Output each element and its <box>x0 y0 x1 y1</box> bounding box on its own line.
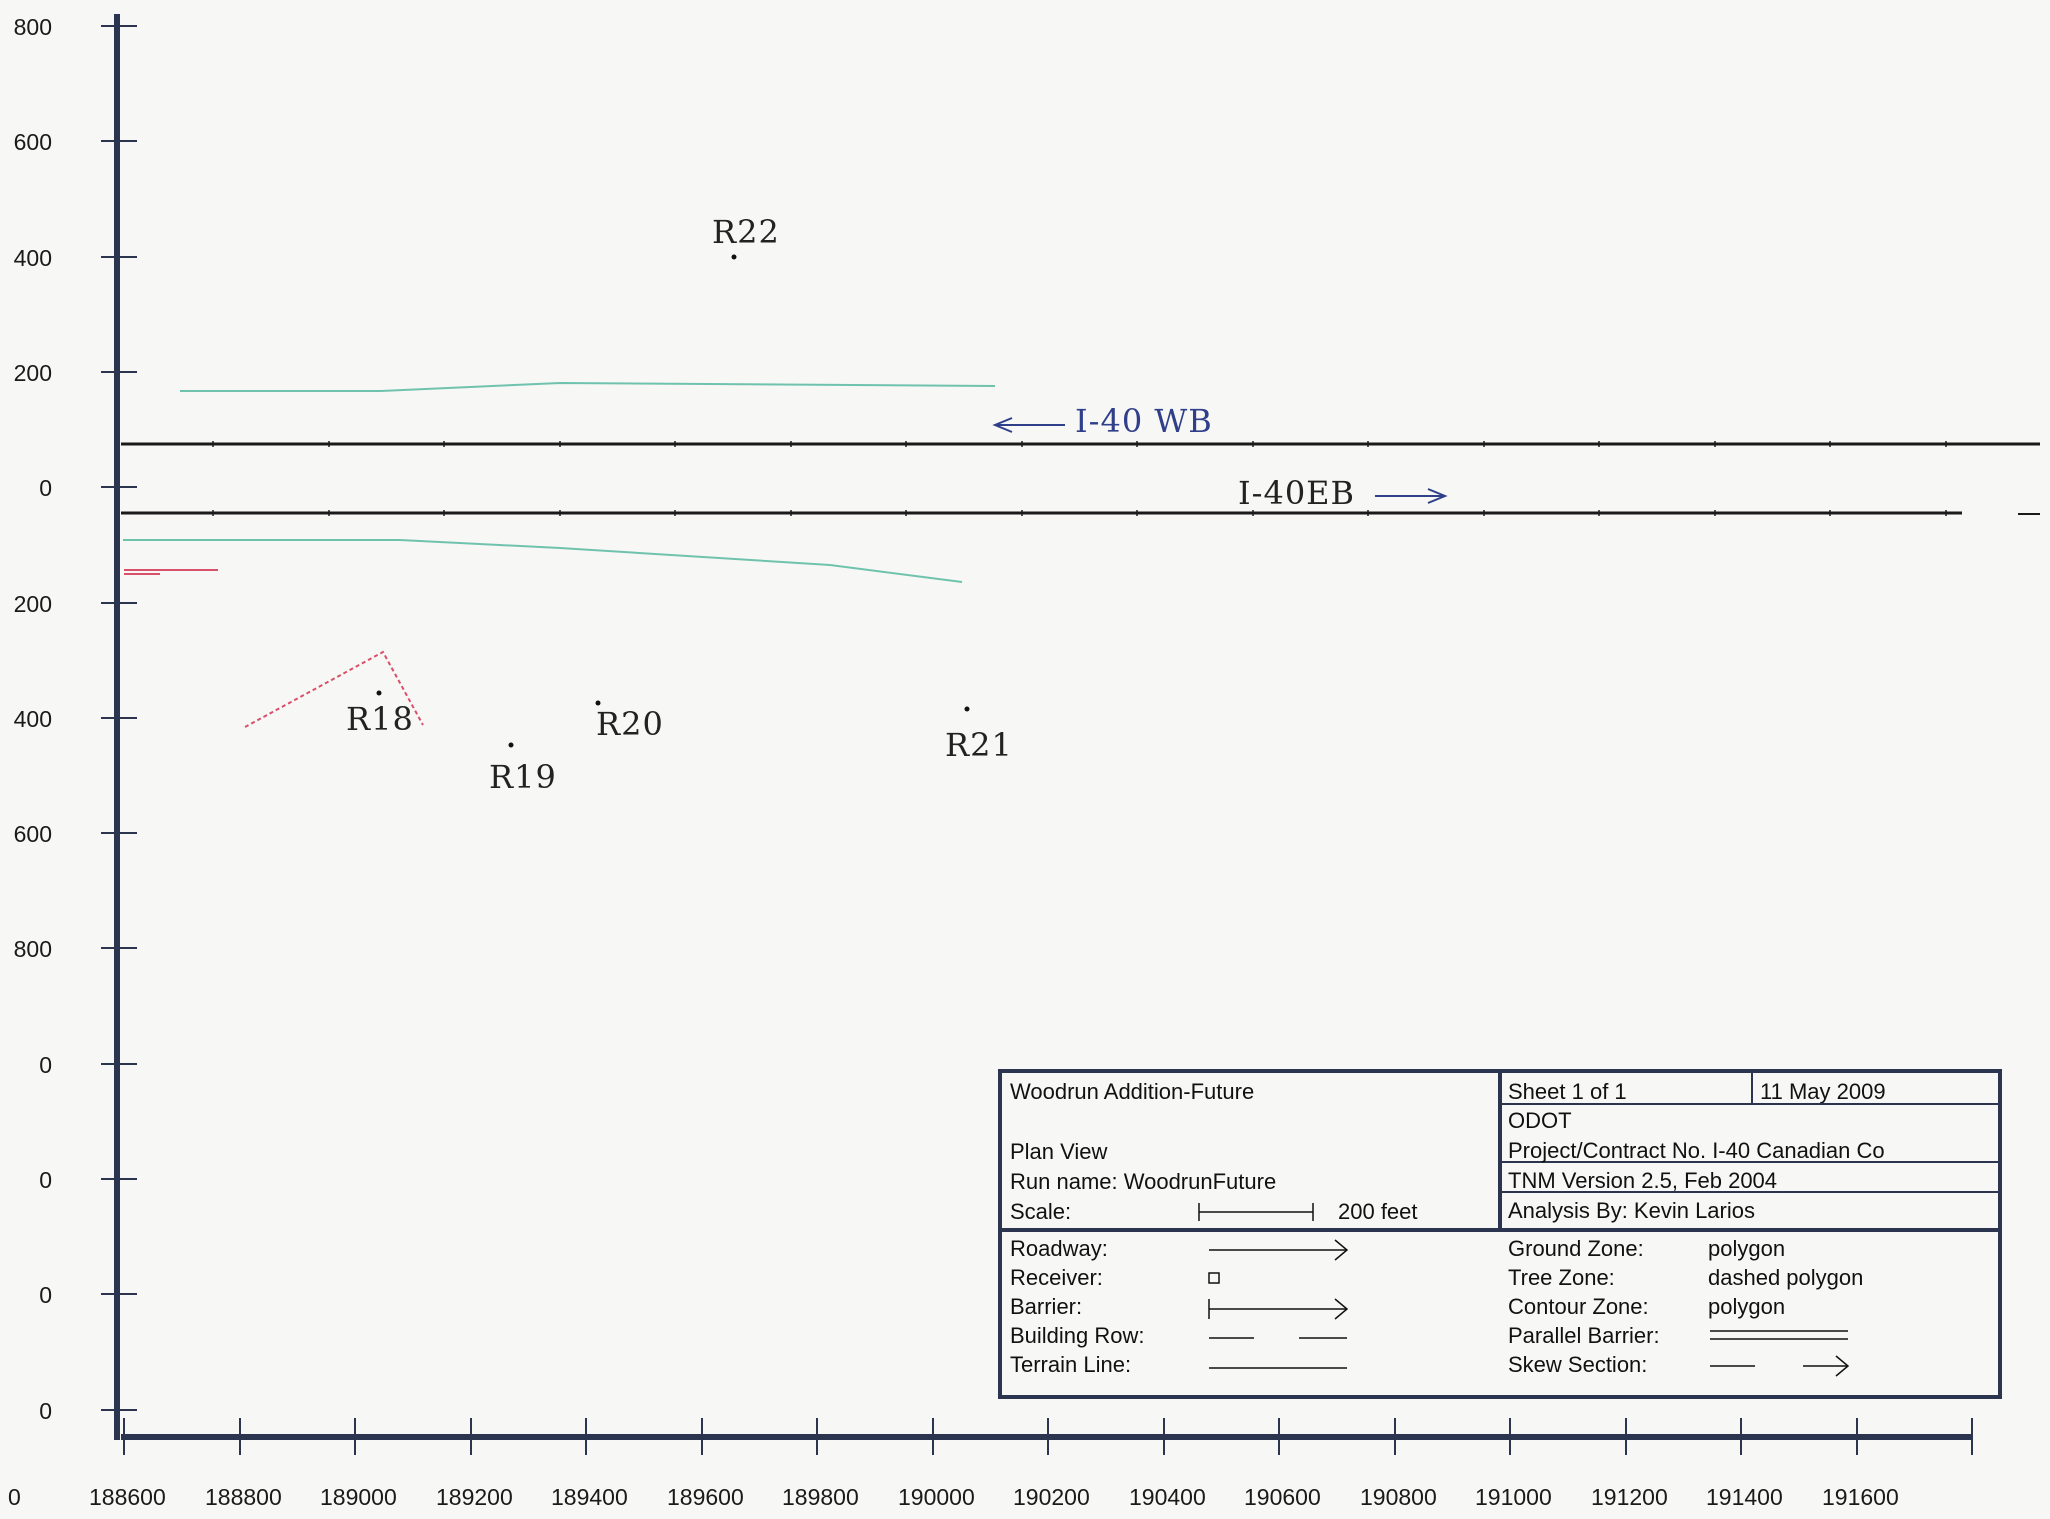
sheet-date: 11 May 2009 <box>1760 1079 1886 1104</box>
eb-arrow-head <box>1427 488 1448 504</box>
y-tick-label: 800 <box>13 936 52 962</box>
title-block-project-info: Woodrun Addition-Future Plan View Run na… <box>1002 1073 1502 1228</box>
scale-bar <box>1198 1203 1314 1221</box>
tnm-version: TNM Version 2.5, Feb 2004 <box>1508 1168 1778 1193</box>
label-receiver-r19: R19 <box>489 758 557 796</box>
legend-tree-zone-label: Tree Zone: <box>1508 1265 1615 1290</box>
agency: ODOT <box>1508 1108 1572 1133</box>
x-tick-label: 0 <box>8 1484 21 1510</box>
y-tick-label: 400 <box>13 245 52 271</box>
x-tick-label: 190200 <box>1013 1484 1090 1510</box>
title-block-legend: Roadway: Receiver: Barrier: Building Row… <box>1002 1228 1998 1399</box>
wb-arrow-head <box>992 417 1013 433</box>
terrain-line-north <box>180 381 996 392</box>
x-tick-label: 191600 <box>1822 1484 1899 1510</box>
y-tick-label: 0 <box>39 1398 52 1424</box>
legend-symbols-left <box>1208 1239 1349 1369</box>
y-tick-label: 800 <box>13 14 52 40</box>
x-tick-label: 191000 <box>1475 1484 1552 1510</box>
x-axis-ticks <box>123 1418 1973 1455</box>
y-tick-label: 0 <box>39 475 52 501</box>
title-block-sheet-info: Sheet 1 of 1 11 May 2009 ODOT Project/Co… <box>1502 1073 2002 1228</box>
barrier-polyline <box>244 650 424 728</box>
legend-skew-section-label: Skew Section: <box>1508 1352 1648 1377</box>
label-i40-eb: I-40EB <box>1238 474 1356 512</box>
legend-barrier-label: Barrier: <box>1010 1294 1083 1319</box>
y-tick-label: 0 <box>39 1052 52 1078</box>
contract-number: Project/Contract No. I-40 Canadian Co <box>1508 1138 1885 1163</box>
y-tick-label: 200 <box>13 591 52 617</box>
x-tick-label: 190600 <box>1244 1484 1321 1510</box>
x-tick-label: 190800 <box>1360 1484 1437 1510</box>
x-tick-label: 189800 <box>782 1484 859 1510</box>
label-receiver-r21: R21 <box>945 726 1013 764</box>
x-tick-label: 191400 <box>1706 1484 1783 1510</box>
legend-tree-zone-value: dashed polygon <box>1708 1265 1864 1290</box>
x-tick-label: 190000 <box>898 1484 975 1510</box>
label-receiver-r22: R22 <box>712 213 780 251</box>
legend-symbols-right <box>1710 1330 1850 1377</box>
run-name: Run name: WoodrunFuture <box>1010 1169 1277 1194</box>
y-tick-label: 600 <box>13 129 52 155</box>
x-tick-label: 191200 <box>1591 1484 1668 1510</box>
receiver-r21-point <box>964 706 970 712</box>
x-tick-label: 189200 <box>436 1484 513 1510</box>
scale-label: Scale: <box>1010 1199 1072 1224</box>
y-tick-label: 200 <box>13 360 52 386</box>
y-tick-label: 0 <box>39 1282 52 1308</box>
scale-value: 200 feet <box>1338 1199 1418 1224</box>
receiver-r19-point <box>508 742 514 748</box>
legend-roadway-label: Roadway: <box>1010 1236 1108 1261</box>
x-tick-label: 188600 <box>89 1484 166 1510</box>
legend-receiver-label: Receiver: <box>1010 1265 1103 1290</box>
legend-parallel-barrier-label: Parallel Barrier: <box>1508 1323 1660 1348</box>
x-tick-label: 189000 <box>320 1484 397 1510</box>
sheet-number: Sheet 1 of 1 <box>1508 1079 1627 1104</box>
label-receiver-r20: R20 <box>596 705 664 743</box>
view-type: Plan View <box>1010 1139 1108 1164</box>
x-tick-label: 190400 <box>1129 1484 1206 1510</box>
receiver-r22-point <box>731 254 737 260</box>
legend-ground-zone-value: polygon <box>1708 1236 1786 1261</box>
legend-ground-zone-label: Ground Zone: <box>1508 1236 1644 1261</box>
label-i40-wb: I-40 WB <box>1075 402 1213 440</box>
receiver-r20-point <box>595 700 601 706</box>
legend-contour-zone-label: Contour Zone: <box>1508 1294 1649 1319</box>
legend-contour-zone-value: polygon <box>1708 1294 1786 1319</box>
y-tick-label: 400 <box>13 706 52 732</box>
terrain-line-south <box>123 539 963 583</box>
y-axis-ticks <box>101 25 137 1411</box>
title-block: Woodrun Addition-Future Plan View Run na… <box>998 1069 2002 1399</box>
x-tick-label: 189600 <box>667 1484 744 1510</box>
project-name: Woodrun Addition-Future <box>1010 1079 1255 1104</box>
roadway-nodes <box>212 441 1947 516</box>
receiver-r18-point <box>376 690 382 696</box>
y-tick-label: 0 <box>39 1167 52 1193</box>
x-tick-label: 189400 <box>551 1484 628 1510</box>
label-receiver-r18: R18 <box>346 700 414 738</box>
analyst: Analysis By: Kevin Larios <box>1508 1198 1755 1223</box>
legend-building-row-label: Building Row: <box>1010 1323 1145 1348</box>
y-tick-label: 600 <box>13 821 52 847</box>
legend-terrain-line-label: Terrain Line: <box>1010 1352 1132 1377</box>
x-tick-label: 188800 <box>205 1484 282 1510</box>
